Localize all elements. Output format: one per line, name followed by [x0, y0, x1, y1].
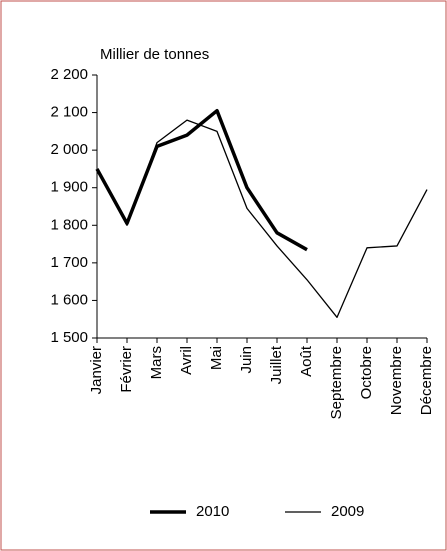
x-tick-label: Décembre — [418, 346, 435, 415]
x-tick-label: Avril — [178, 346, 195, 375]
y-tick-label: 2 000 — [50, 141, 88, 158]
y-tick-label: 1 700 — [50, 254, 88, 271]
x-tick-label: Novembre — [388, 346, 405, 415]
x-tick-label: Octobre — [358, 346, 375, 399]
x-tick-label: Août — [298, 345, 315, 377]
x-tick-label: Juillet — [268, 345, 285, 384]
y-axis-label: Millier de tonnes — [100, 46, 209, 63]
y-tick-label: 1 500 — [50, 329, 88, 346]
y-tick-label: 2 200 — [50, 66, 88, 83]
x-tick-label: Janvier — [88, 346, 105, 394]
legend-label: 2009 — [331, 503, 364, 520]
y-tick-label: 1 800 — [50, 216, 88, 233]
x-tick-label: Mai — [208, 346, 225, 370]
x-tick-label: Février — [118, 346, 135, 393]
x-tick-label: Mars — [148, 346, 165, 379]
x-tick-label: Juin — [238, 346, 255, 374]
x-tick-label: Septembre — [328, 346, 345, 419]
series-line — [96, 119, 428, 318]
legend-label: 2010 — [196, 503, 229, 520]
y-tick-label: 1 600 — [50, 291, 88, 308]
y-tick-label: 2 100 — [50, 104, 88, 121]
y-tick-label: 1 900 — [50, 179, 88, 196]
